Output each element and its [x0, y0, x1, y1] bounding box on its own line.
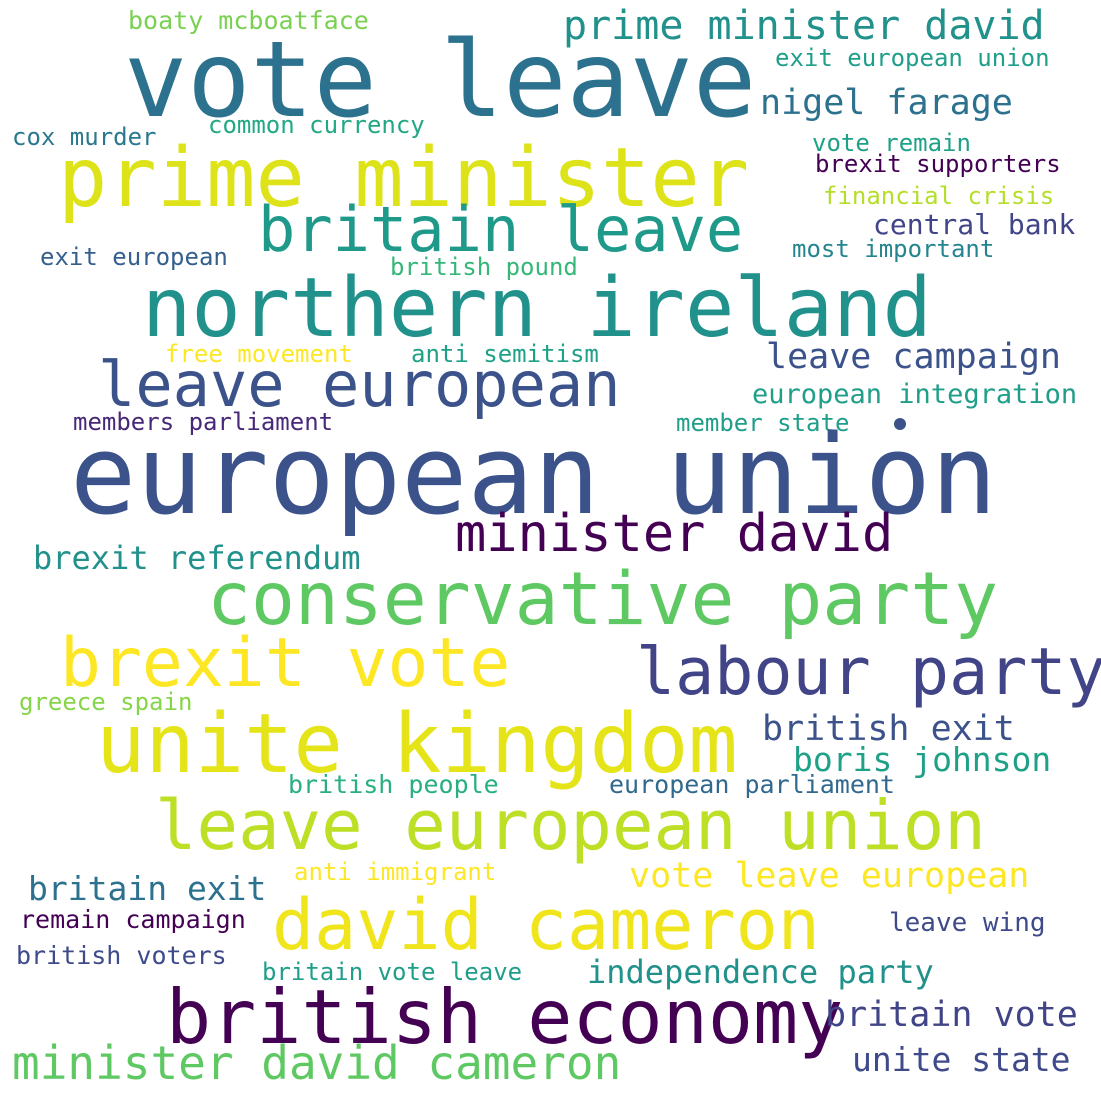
word-member-state: member state [676, 409, 850, 437]
word-unite-kingdom: unite kingdom [96, 697, 738, 792]
word-minister-david: minister david [455, 504, 894, 564]
word-british-people: british people [288, 770, 499, 799]
word-david-cameron: david cameron [272, 884, 820, 966]
word-independence-party: independence party [587, 953, 934, 991]
word-leave-wing: leave wing [889, 908, 1046, 938]
word-european-union: european union [70, 411, 998, 539]
word-britain-vote: britain vote [825, 995, 1078, 1035]
word-boaty-mcboatface: boaty mcboatface [128, 6, 369, 35]
word-anti-semitism: anti semitism [411, 340, 599, 368]
word-brexit-vote: brexit vote [60, 624, 511, 703]
word-most-important: most important [792, 235, 995, 263]
word-vote-leave-european: vote leave european [629, 856, 1030, 896]
word-european-integration: european integration [752, 379, 1078, 410]
word-unite-state: unite state [852, 1040, 1071, 1079]
word-minister-david-cameron: minister david cameron [12, 1036, 622, 1090]
word-leave-european: leave european [98, 348, 621, 421]
word-free-movement: free movement [165, 340, 353, 368]
word-britain-exit: britain exit [28, 869, 267, 908]
word-boris-johnson: boris johnson [793, 740, 1052, 779]
word-british-pound: british pound [390, 253, 578, 281]
word-european-parliament: european parliament [609, 770, 895, 799]
word-leave-european-union: leave european union [155, 786, 986, 866]
word-conservative-party: conservative party [207, 557, 999, 642]
word-financial-crisis: financial crisis [823, 182, 1055, 210]
word-common-currency: common currency [208, 111, 425, 139]
word-greece-spain: greece spain [19, 688, 193, 716]
word-british-voters: british voters [16, 941, 227, 970]
word-vote-leave: vote leave [124, 19, 757, 141]
word-exit-european-union: exit european union [775, 44, 1050, 72]
word-remain-campaign: remain campaign [20, 905, 246, 934]
word-british-economy: british economy [166, 973, 844, 1061]
word-members-parliament: members parliament [73, 408, 334, 436]
word-vote-remain: vote remain [812, 129, 971, 157]
word-prime-minister-david: prime minister david [563, 3, 1045, 49]
word-prime-minister: prime minister [58, 131, 750, 226]
word-leave-campaign: leave campaign [766, 337, 1062, 377]
word-cox-murder: cox murder [12, 123, 157, 151]
word-britain-leave: britain leave [258, 193, 744, 266]
word-cloud-dot [894, 418, 906, 430]
word-brexit-referendum: brexit referendum [33, 539, 361, 577]
word-nigel-farage: nigel farage [760, 83, 1013, 123]
word-labour-party: labour party [636, 635, 1101, 710]
word-northern-ireland: northern ireland [142, 261, 932, 356]
word-brexit-supporters: brexit supporters [815, 150, 1061, 178]
word-exit-european: exit european [40, 243, 228, 271]
word-anti-immigrant: anti immigrant [294, 858, 497, 886]
word-central-bank: central bank [873, 208, 1076, 241]
word-britain-vote-leave: britain vote leave [262, 958, 523, 986]
word-british-exit: british exit [762, 709, 1015, 749]
